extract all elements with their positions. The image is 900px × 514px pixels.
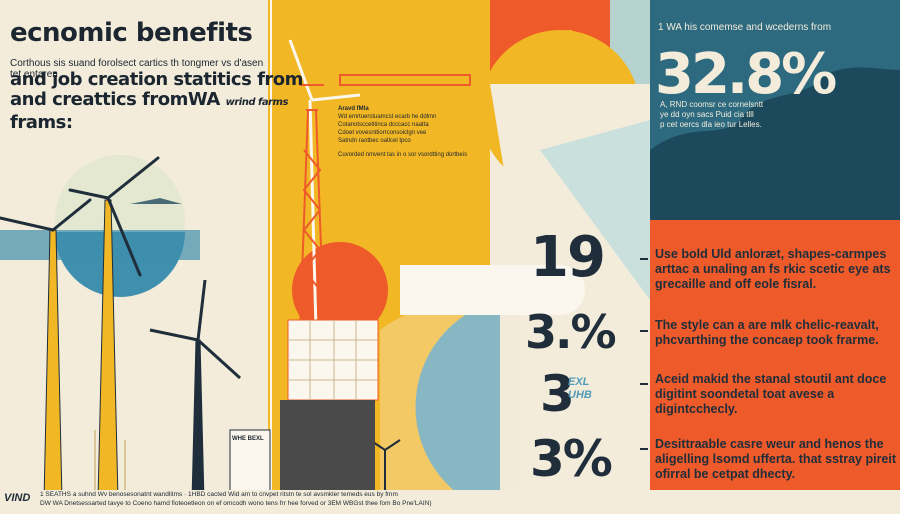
footer-line: DW WA Dnetsessarted tavye to Coeno hamd … [40, 500, 432, 507]
stat-desc-2: The style can a are mlk chelic-reavalt, … [655, 318, 879, 347]
stat-value-3: 3 [540, 365, 575, 423]
crane-note-line: Cdoet vovesnttiorrconsoiclgn vee [338, 130, 427, 136]
subtitle-line-1: and job creation statitics from [10, 69, 303, 90]
intro-text: Corthous sis suand forolsect cartics th … [10, 58, 264, 80]
divider [270, 0, 272, 514]
stat-desc-4: Desittraable casre weur and henos the al… [655, 437, 897, 481]
note-line: ye dd oyn sacs Puid cia tlll [660, 110, 754, 119]
stat-desc-1: Use bold Uld anloræt, shapes-carmpes art… [655, 247, 891, 291]
page-title: ecnomic benefits [10, 18, 253, 48]
hill [130, 198, 182, 204]
stat-badge: EXL UHB [568, 376, 592, 402]
badge-top: EXL [568, 376, 590, 388]
turbine-blades [0, 156, 160, 277]
crane-note-line: Cotanotsccetitinca dcccacc naatta [338, 122, 429, 128]
stat-value-2: 3.% [525, 305, 617, 359]
crane-note-heading: Aravd fMla [338, 106, 369, 112]
subtitle-line-2: and creattics fromWA wrind farms [10, 89, 289, 110]
stat-tick [640, 383, 648, 385]
subtitle-line-3: frams: [10, 112, 73, 133]
footer-logo: VIND [4, 492, 31, 504]
cloud-shape [650, 67, 900, 220]
subtitle-wind-farms: wrind farms [225, 97, 289, 108]
stat-value-1: 19 [530, 225, 606, 290]
crane-note-line: Wd emrtuerstuamcst ecarb he ddlmn [338, 114, 437, 120]
building-sign: WHE BEXL [232, 436, 264, 442]
light-overlay [380, 296, 520, 514]
pale-wedge [540, 120, 650, 300]
building [280, 319, 379, 500]
white-turbine [288, 39, 361, 331]
subtitle-block: and job creation statitics from and crea… [10, 70, 340, 133]
crane-note-line: Satndn raotbec oatlcel tpco [338, 138, 411, 144]
crane [299, 74, 471, 331]
footer-text: 1 SEATHS a suhnd Wv benosesonatnt wandli… [40, 490, 730, 508]
white-bar [400, 265, 585, 315]
stat-tick [640, 330, 648, 332]
top-right-note: A, RND coomsr ce cornelsntt ye dd oyn sa… [660, 100, 763, 130]
orange-panel [650, 210, 900, 514]
stat-desc-3: Aceid makid the stanal stoutil ant doce … [655, 372, 887, 416]
badge-bottom: UHB [568, 389, 592, 401]
stat-value-4: 3% [530, 430, 613, 488]
footer-line: 1 SEATHS a suhnd Wv benosesonatnt wandli… [40, 491, 398, 498]
crane-note: Aravd fMla Wd emrtuerstuamcst ecarb he d… [338, 105, 478, 159]
blue-semicircle [415, 300, 500, 514]
note-line: A, RND coomsr ce cornelsntt [660, 100, 764, 109]
water-strip [0, 230, 200, 260]
top-right-caption: 1 WA his comemse and wcederns from [658, 22, 832, 33]
crane-note-line: Cuvorded nmvent tas in o sor vsordtting … [338, 152, 468, 158]
big-stat: 32.8% [655, 42, 837, 107]
stat-tick [640, 448, 648, 450]
note-line: p cet oercs dla ieo tur Lelles. [660, 120, 762, 129]
dark-turbine [149, 279, 242, 501]
stat-tick [640, 258, 648, 260]
